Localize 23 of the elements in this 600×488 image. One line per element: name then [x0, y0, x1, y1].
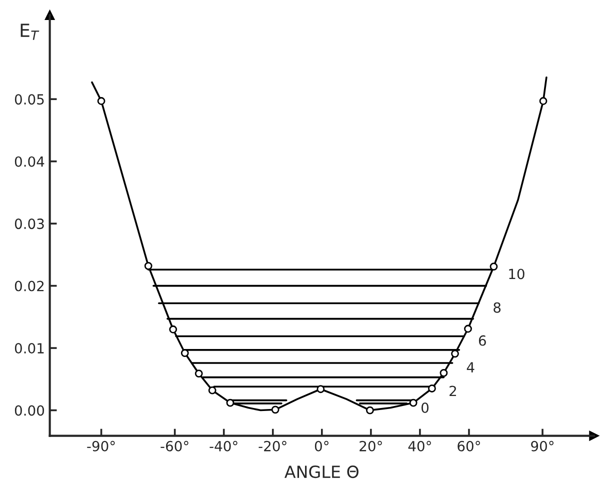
x-tick-label: -90°: [87, 440, 115, 452]
x-tick-label: 40°: [408, 440, 431, 452]
x-tick-label: -60°: [160, 440, 188, 452]
y-tick-label: 0.02: [14, 280, 44, 292]
x-tick-label: -20°: [258, 440, 286, 452]
x-tick-label: 20°: [360, 440, 382, 452]
y-axis-title: E$_{T}$: [20, 24, 40, 40]
x-tick-label: 60°: [458, 440, 480, 452]
y-tick-label: 0.03: [14, 218, 44, 230]
annotation: 2: [450, 386, 456, 396]
annotation: 10: [509, 268, 524, 280]
annotation: 8: [494, 302, 501, 313]
y-tick-label: 0.05: [14, 94, 44, 105]
annotation: 6: [478, 335, 486, 346]
y-tick-label: 0.04: [14, 156, 44, 167]
y-tick-label: 0.00: [14, 405, 44, 416]
x-tick-label: 90°: [531, 440, 554, 452]
x-tick-label: 0°: [314, 440, 328, 452]
x-tick-label: -40°: [210, 440, 238, 452]
x-axis-title: ANGLE Θ: [284, 465, 358, 478]
y-tick-label: 0.01: [14, 343, 44, 354]
annotation: 4: [466, 362, 474, 372]
annotation: 0: [422, 402, 429, 414]
